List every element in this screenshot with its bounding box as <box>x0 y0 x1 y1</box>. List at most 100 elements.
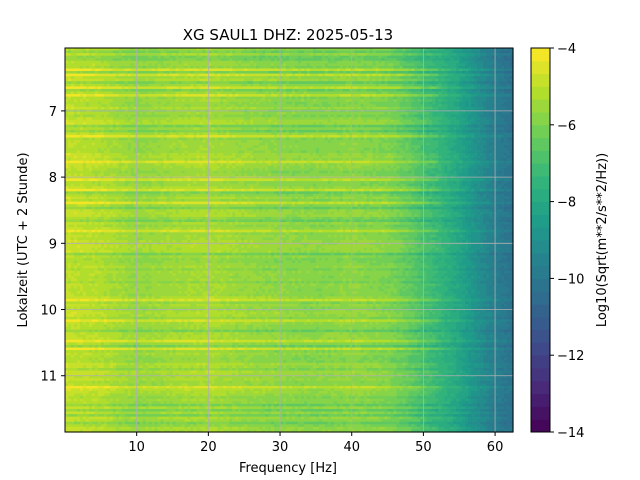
heatmap-cell <box>444 68 448 72</box>
heatmap-cell <box>423 101 427 105</box>
heatmap-cell <box>142 76 147 80</box>
heatmap-cell <box>333 96 338 100</box>
heatmap-cell <box>85 99 90 103</box>
heatmap-cell <box>459 94 463 98</box>
heatmap-cell <box>88 94 93 98</box>
heatmap-cell <box>318 60 323 64</box>
heatmap-cell <box>208 83 212 87</box>
heatmap-cell <box>435 88 439 93</box>
heatmap-cell <box>375 78 380 82</box>
heatmap-cell <box>178 50 183 54</box>
heatmap-cell <box>396 55 401 59</box>
heatmap-cell <box>408 81 413 85</box>
heatmap-cell <box>390 99 395 103</box>
heatmap-cell <box>405 50 410 54</box>
heatmap-cell <box>265 73 269 77</box>
heatmap-cell <box>498 78 502 82</box>
heatmap-cell <box>330 106 335 111</box>
heatmap-cell <box>154 60 159 64</box>
heatmap-cell <box>82 58 87 62</box>
heatmap-cell <box>280 99 284 103</box>
heatmap-cell <box>339 78 344 82</box>
heatmap-cell <box>184 78 189 82</box>
heatmap-cell <box>375 65 380 70</box>
heatmap-cell <box>208 104 212 108</box>
heatmap-cell <box>124 112 129 116</box>
heatmap-cell <box>241 48 245 52</box>
heatmap-cell <box>235 63 239 67</box>
heatmap-cell <box>354 71 359 75</box>
heatmap-cell <box>426 53 430 57</box>
heatmap-cell <box>94 81 99 85</box>
heatmap-cell <box>82 86 87 90</box>
heatmap-cell <box>327 78 332 82</box>
heatmap-cell <box>384 73 389 77</box>
heatmap-cell <box>202 101 206 105</box>
heatmap-cell <box>501 101 505 105</box>
heatmap-cell <box>67 65 72 70</box>
heatmap-cell <box>306 81 311 85</box>
heatmap-cell <box>291 63 296 67</box>
heatmap-cell <box>405 65 410 70</box>
heatmap-cell <box>124 86 129 90</box>
heatmap-cell <box>151 91 156 95</box>
heatmap-cell <box>85 71 90 75</box>
heatmap-cell <box>501 81 505 85</box>
heatmap-cell <box>360 55 365 59</box>
heatmap-cell <box>339 96 344 100</box>
heatmap-cell <box>441 83 445 87</box>
heatmap-cell <box>360 58 365 62</box>
heatmap-cell <box>136 91 141 95</box>
heatmap-cell <box>142 73 147 77</box>
heatmap-cell <box>393 58 398 62</box>
chart-title: XG SAUL1 DHZ: 2025-05-13 <box>183 26 393 44</box>
heatmap-cell <box>277 94 281 98</box>
heatmap-cell <box>399 68 404 72</box>
heatmap-cell <box>202 112 206 116</box>
heatmap-cell <box>492 53 496 57</box>
heatmap-cell <box>172 88 177 93</box>
heatmap-cell <box>181 48 186 52</box>
heatmap-cell <box>85 65 90 70</box>
heatmap-cell <box>277 68 281 72</box>
heatmap-cell <box>277 63 281 67</box>
heatmap-cell <box>303 81 308 85</box>
heatmap-cell <box>423 78 427 82</box>
heatmap-cell <box>67 99 72 103</box>
heatmap-cell <box>504 58 508 62</box>
heatmap-cell <box>381 86 386 90</box>
heatmap-cell <box>417 58 422 62</box>
heatmap-cell <box>121 88 126 93</box>
heatmap-cell <box>262 83 266 87</box>
heatmap-cell <box>154 53 159 57</box>
heatmap-cell <box>366 94 371 98</box>
heatmap-cell <box>372 65 377 70</box>
heatmap-cell <box>217 83 221 87</box>
heatmap-cell <box>82 60 87 64</box>
heatmap-cell <box>438 65 442 70</box>
heatmap-cell <box>136 83 141 87</box>
heatmap-cell <box>154 94 159 98</box>
heatmap-cell <box>253 83 257 87</box>
heatmap-cell <box>381 60 386 64</box>
heatmap-cell <box>115 99 120 103</box>
heatmap-cell <box>291 104 296 108</box>
heatmap-cell <box>375 50 380 54</box>
heatmap-cell <box>297 81 302 85</box>
heatmap-cell <box>468 65 472 70</box>
heatmap-cell <box>232 106 236 111</box>
heatmap-cell <box>456 60 460 64</box>
heatmap-cell <box>366 60 371 64</box>
heatmap-cell <box>414 83 419 87</box>
heatmap-cell <box>435 50 439 54</box>
heatmap-cell <box>277 101 281 105</box>
heatmap-cell <box>76 50 81 54</box>
heatmap-cell <box>360 71 365 75</box>
heatmap-cell <box>471 104 475 108</box>
heatmap-cell <box>378 99 383 103</box>
heatmap-cell <box>456 86 460 90</box>
heatmap-cell <box>363 68 368 72</box>
heatmap-cell <box>271 104 275 108</box>
heatmap-cell <box>97 99 102 103</box>
heatmap-cell <box>187 76 192 80</box>
